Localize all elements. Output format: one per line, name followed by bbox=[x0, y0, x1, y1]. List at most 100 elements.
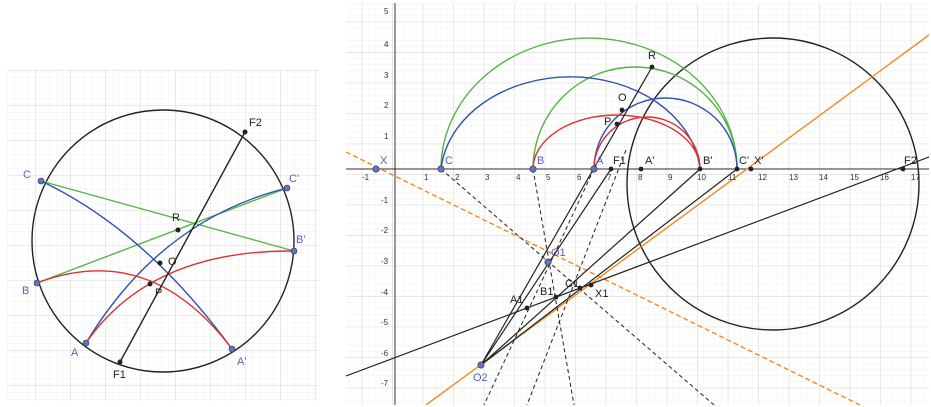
x-tick: 8 bbox=[638, 173, 643, 182]
right-point-c1[interactable] bbox=[577, 285, 583, 291]
y-tick: 1 bbox=[384, 132, 389, 141]
right-point-r[interactable] bbox=[649, 64, 655, 70]
right-line-o2-r bbox=[480, 66, 653, 366]
x-tick: 9 bbox=[668, 173, 673, 182]
y-tick: 4 bbox=[384, 40, 389, 49]
left-label-r: R bbox=[172, 212, 180, 224]
left-point-a-prime[interactable] bbox=[228, 345, 236, 353]
y-tick: -4 bbox=[381, 288, 389, 297]
y-tick: -1 bbox=[381, 196, 389, 205]
right-circle bbox=[626, 37, 920, 331]
right-blue-arc-c-bprime bbox=[440, 76, 701, 170]
right-point-o1[interactable] bbox=[544, 258, 552, 266]
left-label-f2: F2 bbox=[249, 117, 262, 129]
x-tick: 7 bbox=[607, 173, 612, 182]
right-green-arc-c-cprime bbox=[440, 37, 738, 170]
right-label-a-prime: A' bbox=[645, 155, 654, 167]
right-label-o: O bbox=[618, 92, 627, 104]
right-label-c1: C1 bbox=[565, 278, 579, 290]
y-tick: 3 bbox=[384, 71, 389, 80]
right-line-o2-f1 bbox=[480, 168, 612, 366]
right-point-b-prime[interactable] bbox=[697, 166, 703, 172]
right-label-f2: F2 bbox=[904, 155, 917, 167]
left-label-a: A bbox=[71, 347, 79, 359]
right-point-c[interactable] bbox=[437, 165, 445, 173]
right-point-p[interactable] bbox=[614, 121, 620, 127]
right-label-b: B bbox=[537, 155, 544, 167]
right-point-c-prime[interactable] bbox=[734, 166, 740, 172]
right-label-f1: F1 bbox=[613, 155, 626, 167]
left-label-b: B bbox=[22, 285, 29, 297]
y-tick: 2 bbox=[384, 101, 389, 110]
x-tick: 17 bbox=[911, 173, 920, 182]
right-label-x-prime: X' bbox=[754, 155, 763, 167]
y-tick: -7 bbox=[381, 379, 389, 388]
right-dashed-p bbox=[526, 149, 627, 405]
x-tick: 12 bbox=[758, 173, 767, 182]
left-blue-arc-c-aprime bbox=[40, 180, 233, 350]
right-dashed-b bbox=[532, 168, 575, 405]
left-label-f1: F1 bbox=[113, 369, 126, 381]
left-label-a-prime: A' bbox=[237, 356, 246, 368]
left-point-a[interactable] bbox=[82, 339, 90, 347]
right-point-x1[interactable] bbox=[588, 282, 594, 288]
x-tick-labels: -1 1 2 3 4 5 6 7 8 9 10 11 12 13 14 15 1… bbox=[362, 173, 920, 182]
right-point-b1[interactable] bbox=[553, 294, 559, 300]
right-blue-arc-a-cprime bbox=[593, 97, 738, 170]
right-red-arc-b-bprime bbox=[532, 114, 701, 170]
left-point-b-prime[interactable] bbox=[290, 247, 298, 255]
x-tick: 15 bbox=[850, 173, 859, 182]
right-point-a-prime[interactable] bbox=[638, 166, 644, 172]
left-label-o: O bbox=[168, 256, 177, 268]
left-label-b-prime: B' bbox=[296, 234, 305, 246]
right-panel: -1 1 2 3 4 5 6 7 8 9 10 11 12 13 14 15 1… bbox=[346, 3, 929, 405]
right-line-o2-cprime bbox=[480, 168, 738, 366]
right-point-a[interactable] bbox=[590, 165, 598, 173]
left-chord-f1-f2 bbox=[119, 131, 246, 363]
x-tick: 3 bbox=[485, 173, 490, 182]
x-tick: 16 bbox=[880, 173, 889, 182]
right-grid-major bbox=[346, 3, 929, 405]
right-point-f1[interactable] bbox=[608, 166, 614, 172]
right-point-x[interactable] bbox=[372, 165, 380, 173]
left-point-f2[interactable] bbox=[242, 129, 248, 135]
right-point-o[interactable] bbox=[619, 107, 625, 113]
right-line-o2-bprime bbox=[480, 168, 701, 366]
x-tick: 5 bbox=[546, 173, 551, 182]
left-point-b[interactable] bbox=[33, 279, 41, 287]
right-label-b-prime: B' bbox=[703, 155, 712, 167]
x-tick: 14 bbox=[819, 173, 828, 182]
y-tick: -6 bbox=[381, 349, 389, 358]
left-green-line-b-cprime bbox=[36, 187, 288, 284]
right-label-p: P bbox=[604, 116, 611, 128]
left-blue-arc-a-cprime bbox=[85, 187, 288, 344]
right-label-a1: A1 bbox=[510, 294, 523, 306]
x-tick: 4 bbox=[516, 173, 521, 182]
x-tick: 6 bbox=[577, 173, 582, 182]
right-label-b1: B1 bbox=[540, 286, 553, 298]
right-point-b[interactable] bbox=[529, 165, 537, 173]
right-point-f2[interactable] bbox=[900, 166, 906, 172]
left-red-arc-a-bprime bbox=[85, 250, 295, 344]
right-label-o1: O1 bbox=[551, 247, 566, 259]
right-point-a1[interactable] bbox=[524, 305, 530, 311]
left-point-f1[interactable] bbox=[117, 359, 123, 365]
x-tick: 2 bbox=[455, 173, 460, 182]
y-tick: -2 bbox=[381, 226, 389, 235]
right-label-c: C bbox=[445, 155, 453, 167]
left-point-p[interactable] bbox=[147, 281, 153, 287]
left-point-c-prime[interactable] bbox=[283, 184, 291, 192]
right-point-o2[interactable] bbox=[477, 361, 485, 369]
left-panel: C C' B B' A A' F1 F2 R O P bbox=[7, 69, 319, 401]
right-label-a: A bbox=[596, 155, 604, 167]
y-tick: -3 bbox=[381, 257, 389, 266]
x-tick: 1 bbox=[424, 173, 429, 182]
left-label-c: C bbox=[23, 169, 31, 181]
left-point-o[interactable] bbox=[157, 260, 163, 266]
left-point-c[interactable] bbox=[37, 177, 45, 185]
left-point-r[interactable] bbox=[175, 227, 181, 233]
right-line-through-f2 bbox=[346, 156, 929, 377]
right-point-x-prime[interactable] bbox=[748, 166, 754, 172]
right-label-o2: O2 bbox=[473, 372, 488, 384]
